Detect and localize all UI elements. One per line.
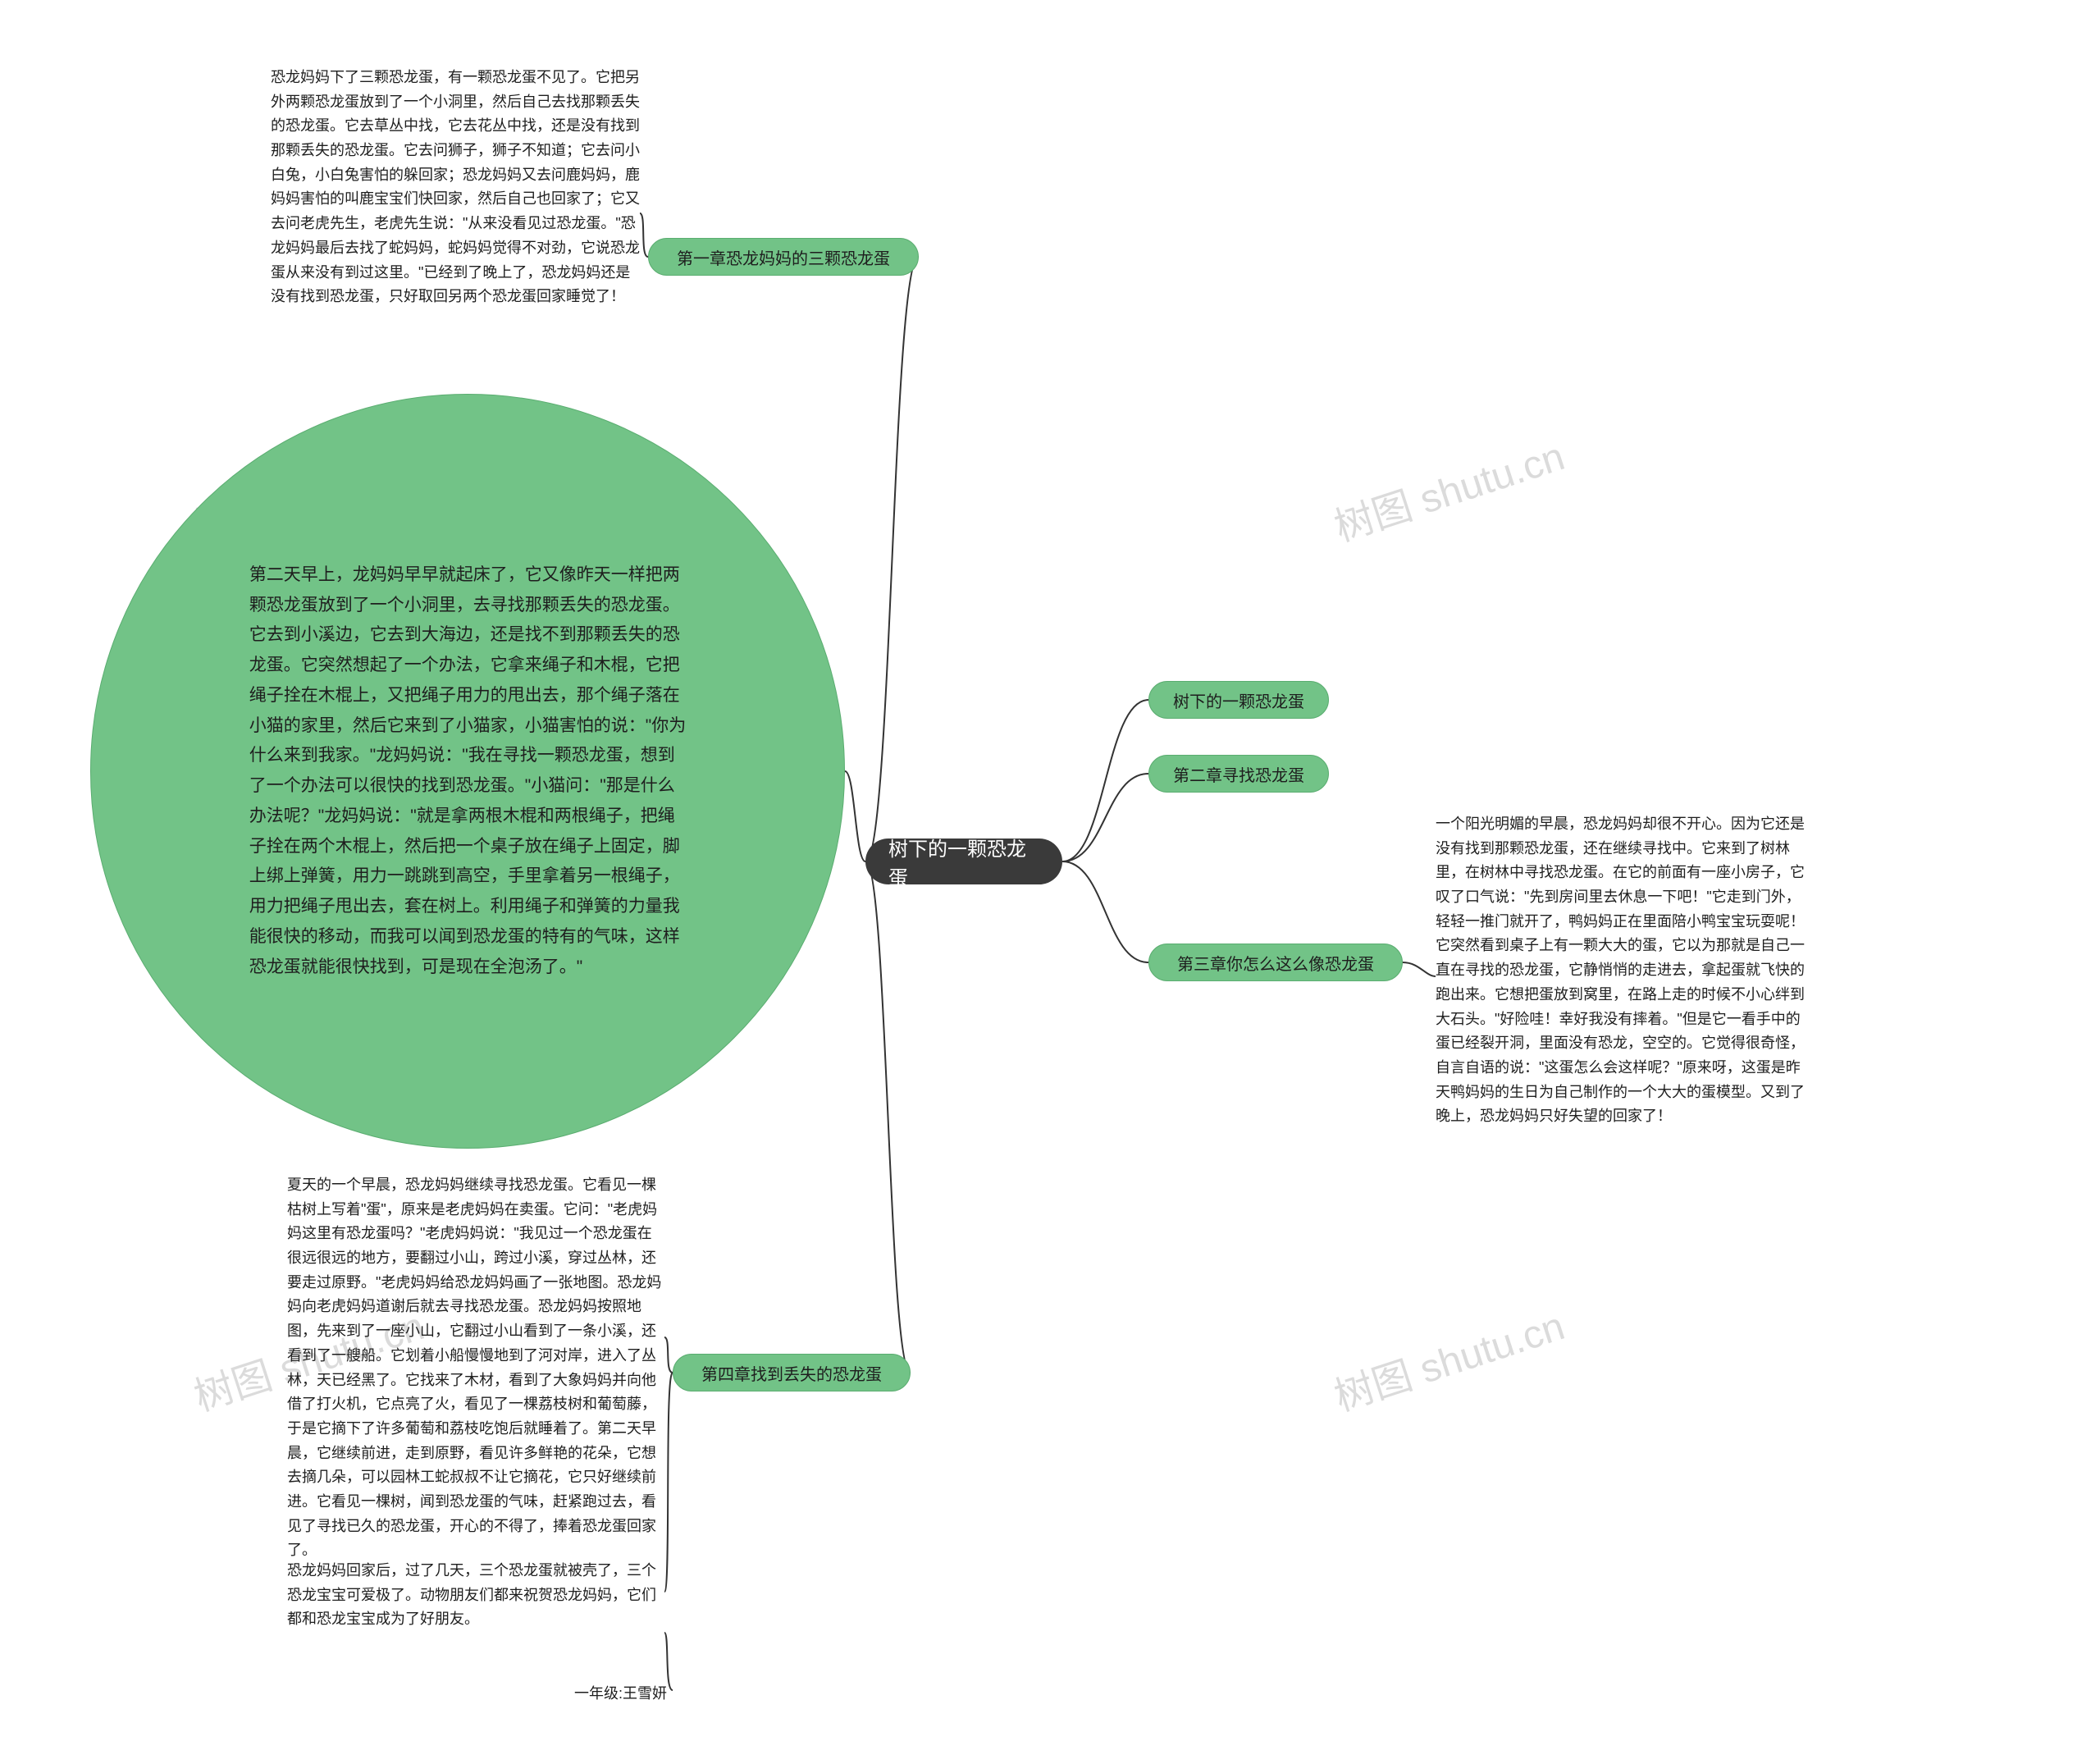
root-node[interactable]: 树下的一颗恐龙蛋 (865, 839, 1062, 884)
branch-chapter-2[interactable]: 第二章寻找恐龙蛋 (1148, 755, 1329, 793)
chapter-4-body-1: 夏天的一个早晨，恐龙妈妈继续寻找恐龙蛋。它看见一棵枯树上写着"蛋"，原来是老虎妈… (287, 1173, 664, 1563)
chapter-4-body-2: 恐龙妈妈回家后，过了几天，三个恐龙蛋就被壳了，三个恐龙宝宝可爱极了。动物朋友们都… (287, 1559, 664, 1632)
watermark: 树图 shutu.cn (1326, 424, 1570, 552)
chapter-2-body-text: 第二天早上，龙妈妈早早就起床了，它又像昨天一样把两颗恐龙蛋放到了一个小洞里，去寻… (249, 560, 686, 983)
chapter-1-body: 恐龙妈妈下了三颗恐龙蛋，有一颗恐龙蛋不见了。它把另外两颗恐龙蛋放到了一个小洞里，… (271, 66, 640, 309)
author-byline: 一年级:王雪妍 (574, 1682, 667, 1703)
branch-chapter-1[interactable]: 第一章恐龙妈妈的三颗恐龙蛋 (648, 238, 919, 276)
chapter-2-body-ellipse: 第二天早上，龙妈妈早早就起床了，它又像昨天一样把两颗恐龙蛋放到了一个小洞里，去寻… (90, 394, 845, 1149)
branch-chapter-3[interactable]: 第三章你怎么这么像恐龙蛋 (1148, 944, 1403, 981)
branch-subtitle[interactable]: 树下的一颗恐龙蛋 (1148, 681, 1329, 719)
watermark: 树图 shutu.cn (1326, 1294, 1570, 1422)
chapter-3-body: 一个阳光明媚的早晨，恐龙妈妈却很不开心。因为它还是没有找到那颗恐龙蛋，还在继续寻… (1436, 812, 1813, 1129)
branch-chapter-4[interactable]: 第四章找到丢失的恐龙蛋 (673, 1354, 911, 1391)
